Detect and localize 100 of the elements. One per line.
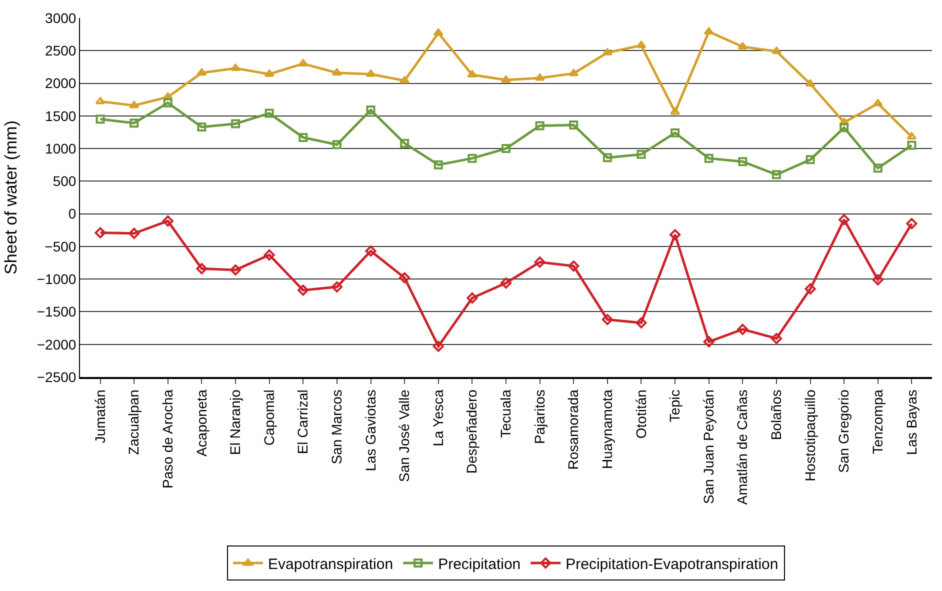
point [839,118,850,126]
x-tick-label: Capomal [260,390,277,446]
point [703,336,714,348]
x-tick-label: San Juan Peyotán [700,390,716,504]
y-tick-label: −500 [44,238,76,254]
point [264,70,274,77]
point [264,249,275,260]
point [365,245,376,257]
point [331,281,342,292]
y-tick-label: 2000 [45,75,76,92]
point [94,227,106,238]
x-tick-label: Rosamorada [565,389,582,470]
point [738,157,748,166]
y-tick-label: 1500 [45,108,76,124]
point [670,107,680,115]
point [772,170,781,180]
y-tick-label: 1000 [45,140,76,156]
x-tick-label: El Carrizal [294,390,311,454]
point [129,100,140,108]
x-tick-label: Amatlán de Cañas [734,390,750,505]
x-tick-label: Paso de Arocha [159,389,176,488]
point [636,40,646,48]
point [468,154,477,163]
point [230,64,241,72]
point [298,59,308,66]
point [770,332,782,344]
point [568,260,580,272]
y-axis-title: Sheet of water (mm) [1,120,20,274]
x-tick-label: Las Bayas [903,390,920,455]
point [569,120,578,130]
point [400,76,410,84]
y-tick-label: 2500 [45,42,76,59]
x-tick-label: Tecuala [498,389,514,438]
point [806,155,815,164]
x-tick-label: Bolaños [768,390,784,440]
point [197,122,206,132]
point [535,121,544,130]
x-tick-label: Acaponeta [193,389,210,457]
point [366,106,376,115]
y-tick-label: 500 [52,173,76,190]
legend-label: Precipitation [438,556,521,573]
x-tick-label: La Yesca [430,389,446,446]
point [298,132,308,142]
x-tick-label: Ototitán [632,390,649,439]
x-tick-label: San José Valle [396,389,412,482]
y-tick-label: 0 [68,206,76,222]
x-tick-label: Huaynamota [598,389,615,469]
point [96,114,105,124]
point [906,132,917,140]
x-tick-label: San Marcos [328,390,344,464]
point [399,272,410,284]
point [366,70,376,77]
point [230,264,242,276]
legend-label: Evapotranspiration [268,556,394,573]
x-tick-label: Jumatán [92,390,108,444]
point [872,99,883,106]
point [602,314,613,326]
y-tick-label: −2500 [36,368,76,385]
point [332,68,342,76]
point [434,160,443,170]
point [264,108,274,118]
x-tick-label: El Naranjo [227,389,244,455]
point [805,79,816,87]
point [400,138,410,148]
x-tick-label: Zacualpan [126,390,142,455]
point [804,283,816,294]
point [840,123,849,132]
point [670,229,681,240]
point [771,46,782,54]
point [737,324,748,335]
point [838,214,850,226]
point [196,68,207,76]
y-tick-label: −2000 [36,336,76,352]
y-tick-label: −1000 [36,270,76,287]
x-tick-label: Despeñadero [464,389,480,474]
x-tick-label: Pajaritos [531,390,548,444]
legend-label: Precipitation-Evapotranspiration [566,556,778,573]
point [95,97,106,104]
point [704,154,714,163]
point [231,119,240,128]
point [872,274,884,286]
point [636,150,646,159]
point [502,144,510,154]
point [433,28,444,36]
x-tick-label: Tepic [666,390,683,422]
point [466,292,478,304]
point [534,256,546,268]
point [568,68,579,76]
point [298,284,309,296]
y-tick-label: 3000 [45,10,76,26]
point [636,317,647,328]
point [163,98,172,108]
point [602,48,612,56]
y-tick-label: −1500 [36,304,76,320]
point [907,140,916,150]
point [332,140,342,150]
point [534,74,545,81]
x-tick-label: Las Gaviotas [362,390,378,472]
point [704,27,714,34]
point [196,263,208,274]
